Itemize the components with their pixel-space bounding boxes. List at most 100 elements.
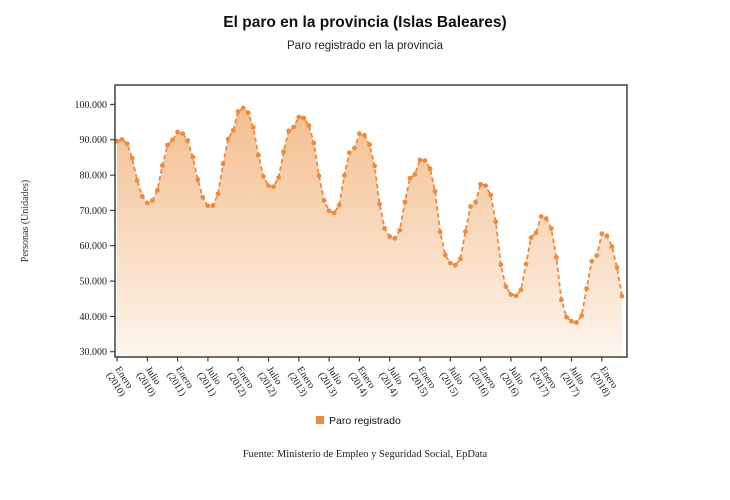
data-point-marker: [594, 253, 600, 258]
series-area: [117, 108, 622, 357]
data-point-marker: [392, 235, 398, 241]
data-point-marker: [155, 187, 160, 193]
data-point-marker: [463, 229, 468, 235]
data-point-marker: [367, 142, 372, 148]
data-point-marker: [144, 200, 150, 206]
data-point-marker: [326, 208, 332, 214]
data-point-marker: [256, 152, 261, 158]
data-point-marker: [518, 287, 524, 293]
data-point-marker: [129, 155, 135, 161]
data-point-marker: [195, 177, 201, 183]
x-tick-label: Julio(2013): [316, 365, 349, 399]
data-point-marker: [377, 201, 382, 207]
x-tick-label: Enero(2011): [164, 365, 196, 399]
data-point-marker: [205, 203, 211, 209]
legend-swatch: [316, 416, 324, 424]
data-point-marker: [175, 129, 181, 135]
data-point-marker: [604, 233, 610, 239]
data-point-marker: [422, 158, 428, 164]
data-point-marker: [473, 199, 478, 205]
y-tick-label: 30.000: [80, 347, 108, 358]
plot-frame: [114, 84, 628, 358]
data-point-marker: [523, 261, 529, 267]
x-tick-label: Julio(2017): [558, 365, 591, 399]
x-tick-label: Enero(2017): [528, 365, 561, 399]
data-point-marker: [341, 173, 347, 178]
data-point-marker: [160, 163, 165, 168]
data-point-marker: [119, 137, 125, 142]
y-axis-title: Personas (Unidades): [20, 180, 31, 262]
x-axis: Enero(2010) Julio(2010) Enero(2011) Julio(2…: [104, 357, 621, 399]
data-point-marker: [442, 252, 448, 258]
x-tick-label: Julio(2016): [498, 365, 531, 399]
data-point-marker: [210, 203, 216, 208]
data-point-marker: [508, 292, 514, 297]
data-point-marker: [538, 214, 544, 219]
data-point-marker: [574, 320, 579, 325]
x-tick-label: Julio(2011): [195, 365, 227, 399]
data-point-marker: [225, 136, 231, 142]
data-point-marker: [412, 172, 418, 177]
data-point-marker: [240, 105, 246, 111]
data-point-marker: [124, 141, 130, 147]
data-point-marker: [134, 178, 140, 183]
data-point-marker: [266, 183, 271, 189]
series-markers: [114, 105, 625, 325]
data-point-marker: [165, 142, 170, 148]
data-point-marker: [170, 137, 176, 143]
data-point-marker: [533, 230, 539, 236]
data-point-marker: [261, 174, 266, 179]
data-point-marker: [432, 188, 438, 194]
y-tick-label: 60.000: [80, 241, 108, 252]
data-point-marker: [139, 193, 145, 199]
data-point-marker: [554, 255, 559, 260]
data-point-marker: [114, 138, 120, 144]
data-point-marker: [357, 131, 362, 137]
data-point-marker: [362, 132, 367, 138]
data-point-marker: [437, 229, 443, 235]
data-point-marker: [311, 140, 317, 146]
data-point-marker: [301, 115, 307, 121]
data-point-marker: [291, 124, 297, 130]
x-tick-label: Enero(2014): [346, 365, 379, 399]
data-point-marker: [372, 163, 377, 169]
data-point-marker: [276, 175, 281, 181]
data-point-marker: [321, 198, 327, 203]
data-point-marker: [149, 198, 155, 203]
x-tick-label: Enero(2016): [467, 365, 500, 399]
x-tick-label: Julio(2014): [376, 365, 409, 399]
data-point-marker: [599, 231, 605, 237]
data-point-marker: [584, 286, 589, 291]
data-point-marker: [316, 173, 322, 179]
data-point-marker: [286, 128, 292, 134]
data-point-marker: [453, 262, 458, 268]
y-tick-label: 50.000: [80, 277, 108, 288]
y-tick-label: 100.000: [75, 100, 108, 111]
data-point-marker: [382, 226, 387, 231]
data-point-marker: [589, 258, 595, 264]
data-point-marker: [200, 194, 206, 200]
data-point-marker: [402, 199, 408, 205]
data-point-marker: [281, 149, 286, 155]
legend: Paro registrado: [316, 415, 401, 427]
data-point-marker: [306, 123, 312, 128]
data-point-marker: [220, 161, 226, 167]
data-point-marker: [614, 265, 620, 270]
data-point-marker: [468, 204, 473, 209]
data-point-marker: [528, 235, 534, 241]
chart-subtitle: Paro registrado en la provincia: [287, 40, 444, 52]
data-point-marker: [493, 219, 499, 225]
data-point-marker: [498, 262, 504, 268]
data-point-marker: [619, 293, 625, 299]
y-tick-label: 80.000: [80, 171, 108, 182]
data-point-marker: [488, 192, 494, 198]
data-point-marker: [447, 260, 453, 266]
y-tick-label: 90.000: [80, 135, 108, 146]
x-tick-label: Enero(2018): [588, 365, 621, 399]
chart-title: El paro en la provincia (Islas Baleares): [223, 14, 506, 31]
y-tick-label: 40.000: [80, 312, 108, 323]
x-tick-label: Enero(2010): [104, 365, 137, 399]
data-point-marker: [609, 244, 615, 249]
data-point-marker: [564, 314, 569, 320]
